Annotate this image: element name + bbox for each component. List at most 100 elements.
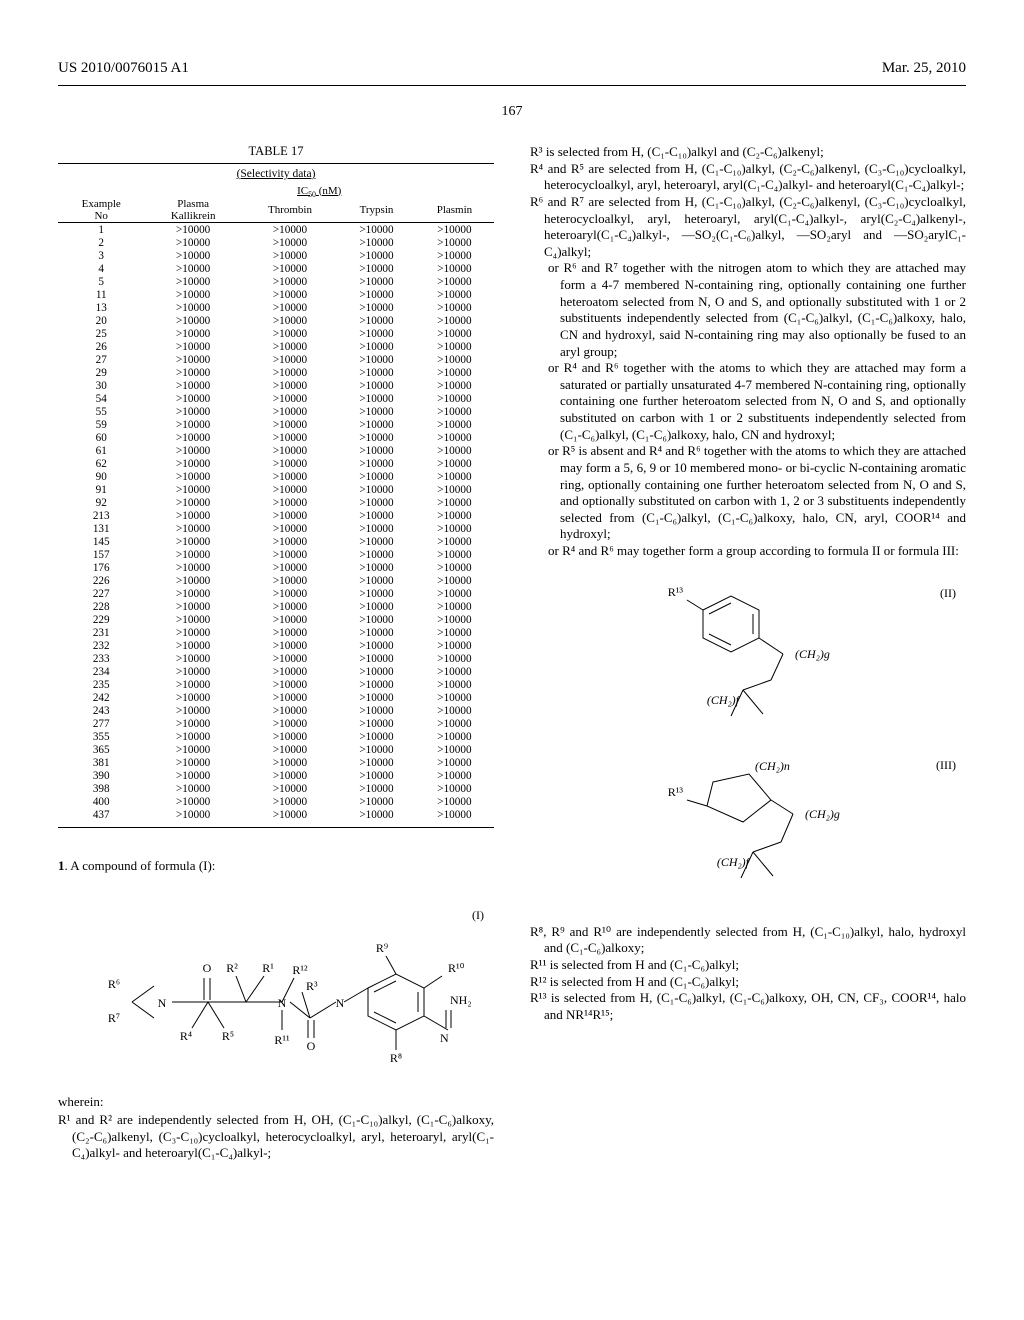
svg-text:R¹³: R¹³ [668,585,684,599]
table-row: 25>10000>10000>10000>10000 [58,327,494,340]
table-row: 90>10000>10000>10000>10000 [58,470,494,483]
def-r12: R¹² is selected from H and (C₁-C₆)alkyl; [530,974,966,991]
def-r1-r2: R¹ and R² are independently selected fro… [58,1112,494,1162]
svg-text:R¹: R¹ [262,961,274,975]
formula-I-tag: (I) [472,908,484,923]
table-row: 62>10000>10000>10000>10000 [58,457,494,470]
svg-text:N: N [440,1031,449,1045]
col-thrombin: Thrombin [242,197,338,222]
table-row: 231>10000>10000>10000>10000 [58,626,494,639]
table-row: 61>10000>10000>10000>10000 [58,444,494,457]
svg-text:N: N [336,996,345,1010]
table-row: 226>10000>10000>10000>10000 [58,574,494,587]
table-row: 11>10000>10000>10000>10000 [58,288,494,301]
table-row: 59>10000>10000>10000>10000 [58,418,494,431]
page-number: 167 [58,104,966,120]
formula-II-tag: (II) [940,586,956,601]
table-row: 13>10000>10000>10000>10000 [58,301,494,314]
col-trypsin: Trypsin [338,197,415,222]
table-row: 91>10000>10000>10000>10000 [58,483,494,496]
col-plasma-kallikrein: Plasma Kallikrein [144,197,241,222]
table-row: 5>10000>10000>10000>10000 [58,275,494,288]
def-r3: R³ is selected from H, (C₁-C₁₀)alkyl and… [530,144,966,161]
table-row: 157>10000>10000>10000>10000 [58,548,494,561]
table-row: 437>10000>10000>10000>10000 [58,808,494,821]
table-row: 235>10000>10000>10000>10000 [58,678,494,691]
table-row: 390>10000>10000>10000>10000 [58,769,494,782]
table-row: 242>10000>10000>10000>10000 [58,691,494,704]
formula-II-structure: R¹³ (CH₂)g (CH₂)f [643,580,853,740]
table-row: 92>10000>10000>10000>10000 [58,496,494,509]
patent-number: US 2010/0076015 A1 [58,60,189,77]
formula-I-block: (I) [58,902,494,1076]
table-row: 229>10000>10000>10000>10000 [58,613,494,626]
svg-text:NH₂: NH₂ [450,993,472,1007]
table-row: 176>10000>10000>10000>10000 [58,561,494,574]
right-column: R³ is selected from H, (C₁-C₁₀)alkyl and… [530,144,966,1162]
left-column: TABLE 17 (Selectivity data) IC50 (nM) [58,144,494,1162]
table-row: 145>10000>10000>10000>10000 [58,535,494,548]
table-row: 400>10000>10000>10000>10000 [58,795,494,808]
def-r4-r6-group: or R⁴ and R⁶ may together form a group a… [548,543,966,560]
col-plasmin: Plasmin [415,197,494,222]
table-row: 213>10000>10000>10000>10000 [58,509,494,522]
formula-I-structure: R⁶ R⁷ N O R² R¹ R⁴ R⁵ N R¹¹ R¹² R³ O N [96,902,456,1072]
def-r8-r10: R⁸, R⁹ and R¹⁰ are independently selecte… [530,924,966,957]
table-row: 131>10000>10000>10000>10000 [58,522,494,535]
svg-text:R⁹: R⁹ [376,941,388,955]
wherein: wherein: [58,1094,494,1110]
table-caption: TABLE 17 [58,144,494,159]
table-row: 4>10000>10000>10000>10000 [58,262,494,275]
table-row: 3>10000>10000>10000>10000 [58,249,494,262]
def-r13: R¹³ is selected from H, (C₁-C₆)alkyl, (C… [530,990,966,1023]
def-r5-absent: or R⁵ is absent and R⁴ and R⁶ together w… [548,443,966,543]
svg-text:R⁷: R⁷ [108,1011,120,1025]
selectivity-table: IC50 (nM) Example No Plasma Kallikrein [58,184,494,821]
table-row: 27>10000>10000>10000>10000 [58,353,494,366]
svg-text:R¹⁰: R¹⁰ [448,961,465,975]
table-row: 2>10000>10000>10000>10000 [58,236,494,249]
table-row: 381>10000>10000>10000>10000 [58,756,494,769]
publication-date: Mar. 25, 2010 [882,60,966,77]
table-row: 233>10000>10000>10000>10000 [58,652,494,665]
formula-III-block: (III) R¹³ (CH₂)n ( [530,752,966,906]
svg-text:R⁴: R⁴ [180,1029,192,1043]
svg-text:R⁸: R⁸ [390,1051,402,1065]
table-row: 232>10000>10000>10000>10000 [58,639,494,652]
svg-text:(CH₂)g: (CH₂)g [805,807,840,821]
formula-II-block: (II) R¹³ [530,580,966,744]
table-row: 234>10000>10000>10000>10000 [58,665,494,678]
table-row: 365>10000>10000>10000>10000 [58,743,494,756]
def-r6-r7-or: or R⁶ and R⁷ together with the nitrogen … [548,260,966,360]
col-example: Example No [58,197,144,222]
claim-1: 1. A compound of formula (I): [58,858,494,874]
table-row: 227>10000>10000>10000>10000 [58,587,494,600]
svg-text:O: O [203,961,212,975]
table-row: 277>10000>10000>10000>10000 [58,717,494,730]
table-row: 1>10000>10000>10000>10000 [58,223,494,236]
svg-text:R²: R² [226,961,238,975]
svg-text:(CH₂)g: (CH₂)g [795,647,830,661]
table-row: 55>10000>10000>10000>10000 [58,405,494,418]
svg-text:R⁵: R⁵ [222,1029,234,1043]
svg-text:N: N [278,996,287,1010]
table-row: 20>10000>10000>10000>10000 [58,314,494,327]
table-row: 398>10000>10000>10000>10000 [58,782,494,795]
table-row: 26>10000>10000>10000>10000 [58,340,494,353]
def-r4-r5: R⁴ and R⁵ are selected from H, (C₁-C₁₀)a… [530,161,966,194]
svg-text:R¹³: R¹³ [668,785,684,799]
svg-text:R³: R³ [306,979,318,993]
table-row: 355>10000>10000>10000>10000 [58,730,494,743]
formula-III-structure: R¹³ (CH₂)n (CH₂)g (CH₂)f [643,752,853,902]
table-row: 54>10000>10000>10000>10000 [58,392,494,405]
svg-text:(CH₂)f: (CH₂)f [717,855,751,869]
header-rule [58,85,966,86]
svg-text:(CH₂)n: (CH₂)n [755,759,790,773]
table-row: 29>10000>10000>10000>10000 [58,366,494,379]
def-r11: R¹¹ is selected from H and (C₁-C₆)alkyl; [530,957,966,974]
svg-text:R⁶: R⁶ [108,977,120,991]
table-subcaption: (Selectivity data) [58,168,494,180]
table-row: 30>10000>10000>10000>10000 [58,379,494,392]
table-row: 228>10000>10000>10000>10000 [58,600,494,613]
formula-III-tag: (III) [936,758,956,773]
